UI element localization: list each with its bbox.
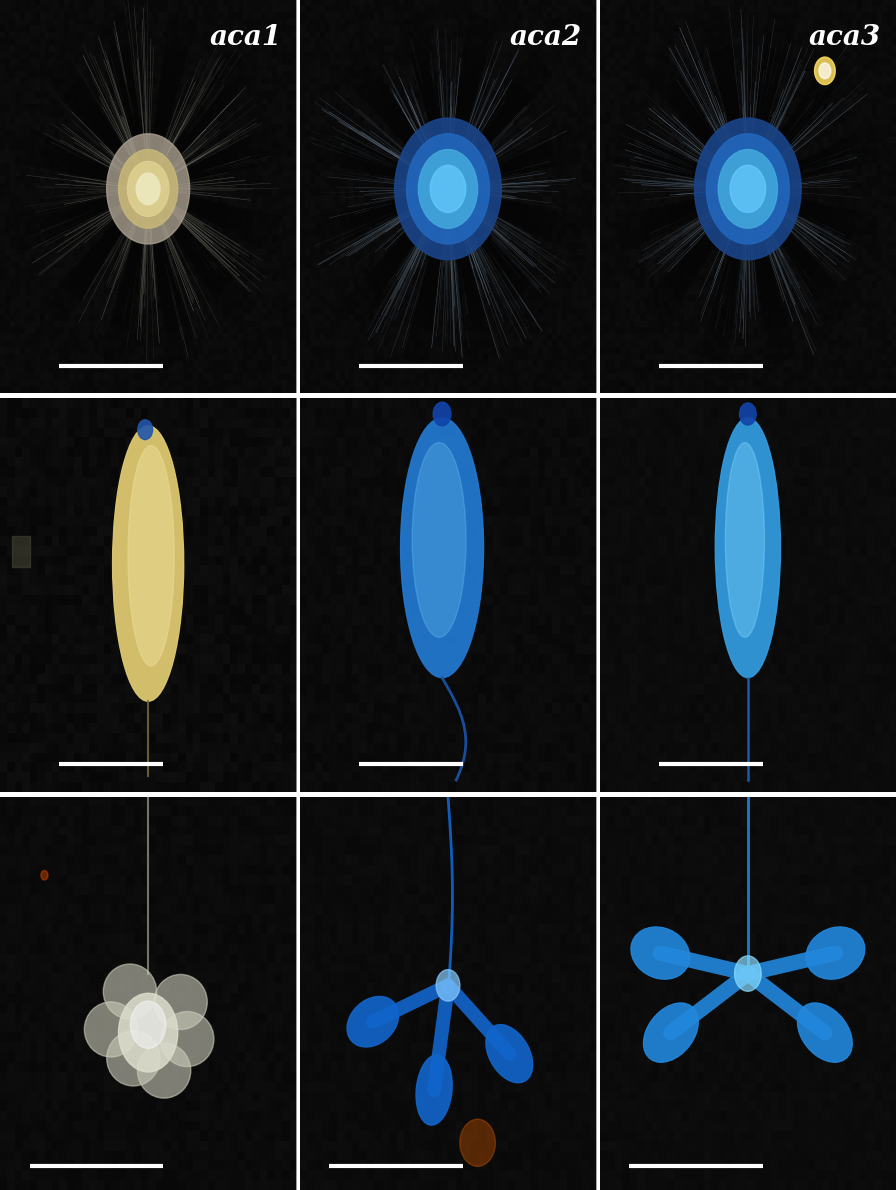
Circle shape	[118, 150, 177, 228]
Ellipse shape	[103, 964, 157, 1019]
Circle shape	[418, 150, 478, 228]
Circle shape	[814, 57, 835, 84]
Ellipse shape	[726, 443, 764, 638]
Circle shape	[130, 1001, 166, 1048]
Ellipse shape	[84, 1002, 138, 1057]
Circle shape	[41, 870, 48, 879]
Ellipse shape	[347, 996, 399, 1047]
Ellipse shape	[113, 426, 184, 701]
Circle shape	[460, 1119, 495, 1166]
Ellipse shape	[806, 927, 865, 979]
Ellipse shape	[715, 418, 780, 677]
Ellipse shape	[416, 1054, 452, 1125]
Circle shape	[136, 173, 160, 205]
Ellipse shape	[160, 1012, 214, 1066]
Ellipse shape	[401, 418, 484, 677]
Ellipse shape	[797, 1003, 852, 1063]
Ellipse shape	[631, 927, 690, 979]
Circle shape	[107, 133, 190, 244]
Circle shape	[138, 420, 152, 439]
Circle shape	[694, 118, 801, 259]
Circle shape	[127, 162, 168, 217]
Circle shape	[407, 133, 489, 244]
Circle shape	[430, 165, 466, 213]
Circle shape	[719, 150, 778, 228]
Circle shape	[735, 956, 762, 991]
Circle shape	[394, 118, 502, 259]
Text: aca1: aca1	[210, 24, 281, 51]
Ellipse shape	[107, 1031, 160, 1086]
Circle shape	[436, 970, 460, 1001]
Circle shape	[730, 165, 766, 213]
Text: aca2: aca2	[509, 24, 582, 51]
Ellipse shape	[137, 1044, 191, 1098]
FancyBboxPatch shape	[12, 536, 30, 568]
Circle shape	[819, 63, 831, 79]
Ellipse shape	[412, 443, 466, 638]
Circle shape	[433, 402, 451, 426]
Circle shape	[739, 403, 756, 425]
Circle shape	[118, 994, 177, 1072]
Ellipse shape	[486, 1025, 533, 1083]
Ellipse shape	[643, 1003, 698, 1063]
Text: aca3: aca3	[809, 24, 881, 51]
Ellipse shape	[128, 445, 174, 666]
Ellipse shape	[154, 975, 207, 1029]
Circle shape	[706, 133, 789, 244]
